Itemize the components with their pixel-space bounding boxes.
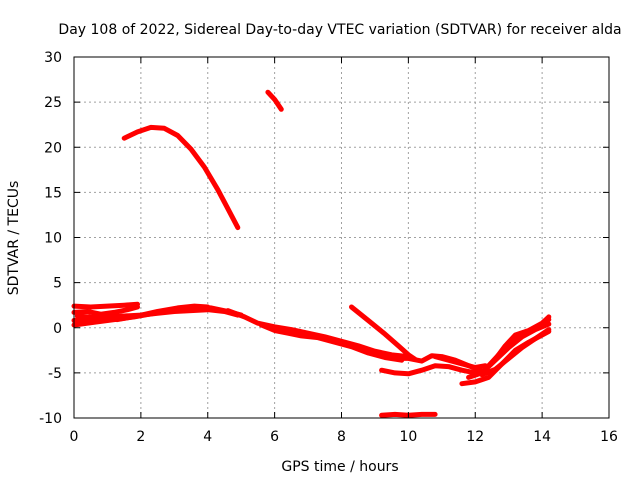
series-line-arc-dip	[379, 363, 478, 377]
y-tick-label: 30	[44, 50, 62, 66]
y-tick-label: 15	[44, 185, 62, 201]
y-tick-label: 25	[44, 95, 62, 111]
series-line-arc-high	[121, 124, 241, 231]
y-tick-label: -5	[48, 366, 62, 382]
series-line-arc-diagonal	[349, 304, 418, 362]
y-tick-label: 10	[44, 231, 62, 247]
series-line-arc-decline-b	[258, 322, 405, 363]
y-tick-label: -10	[39, 411, 62, 427]
x-tick-label: 12	[466, 429, 484, 445]
series-line-arc-decline	[225, 308, 411, 360]
y-axis-label: SDTVAR / TECUs	[6, 181, 22, 296]
grid-lines	[74, 57, 609, 418]
series-line-arc-rise-e	[479, 327, 552, 378]
y-tick-label: 0	[53, 321, 62, 337]
y-tick-label: 5	[53, 276, 62, 292]
series-line-arc-flat-a	[71, 301, 140, 310]
x-tick-label: 6	[270, 429, 279, 445]
x-tick-label: 8	[337, 429, 346, 445]
x-tick-label: 0	[70, 429, 79, 445]
axis-ticks	[73, 56, 610, 419]
x-tick-label: 16	[600, 429, 618, 445]
x-tick-label: 4	[203, 429, 212, 445]
y-tick-label: 20	[44, 140, 62, 156]
x-tick-label: 10	[399, 429, 417, 445]
x-tick-label: 14	[533, 429, 551, 445]
series-group	[71, 89, 552, 418]
series-line-arc-top	[265, 89, 284, 112]
series-line-arc-flat-b	[71, 304, 140, 317]
chart-title: Day 108 of 2022, Sidereal Day-to-day VTE…	[58, 22, 621, 38]
x-tick-label: 2	[136, 429, 145, 445]
series-line-arc-mid-b	[432, 354, 488, 370]
tick-labels: 0 2 4 6 8 10 12 14 16 -10 -5 0 5 10 15 20 25 30	[39, 50, 618, 445]
series-line-arc-rise-d	[492, 314, 552, 362]
x-axis-label: GPS time / hours	[281, 459, 398, 475]
series-line-arc-flat-e	[74, 303, 211, 323]
